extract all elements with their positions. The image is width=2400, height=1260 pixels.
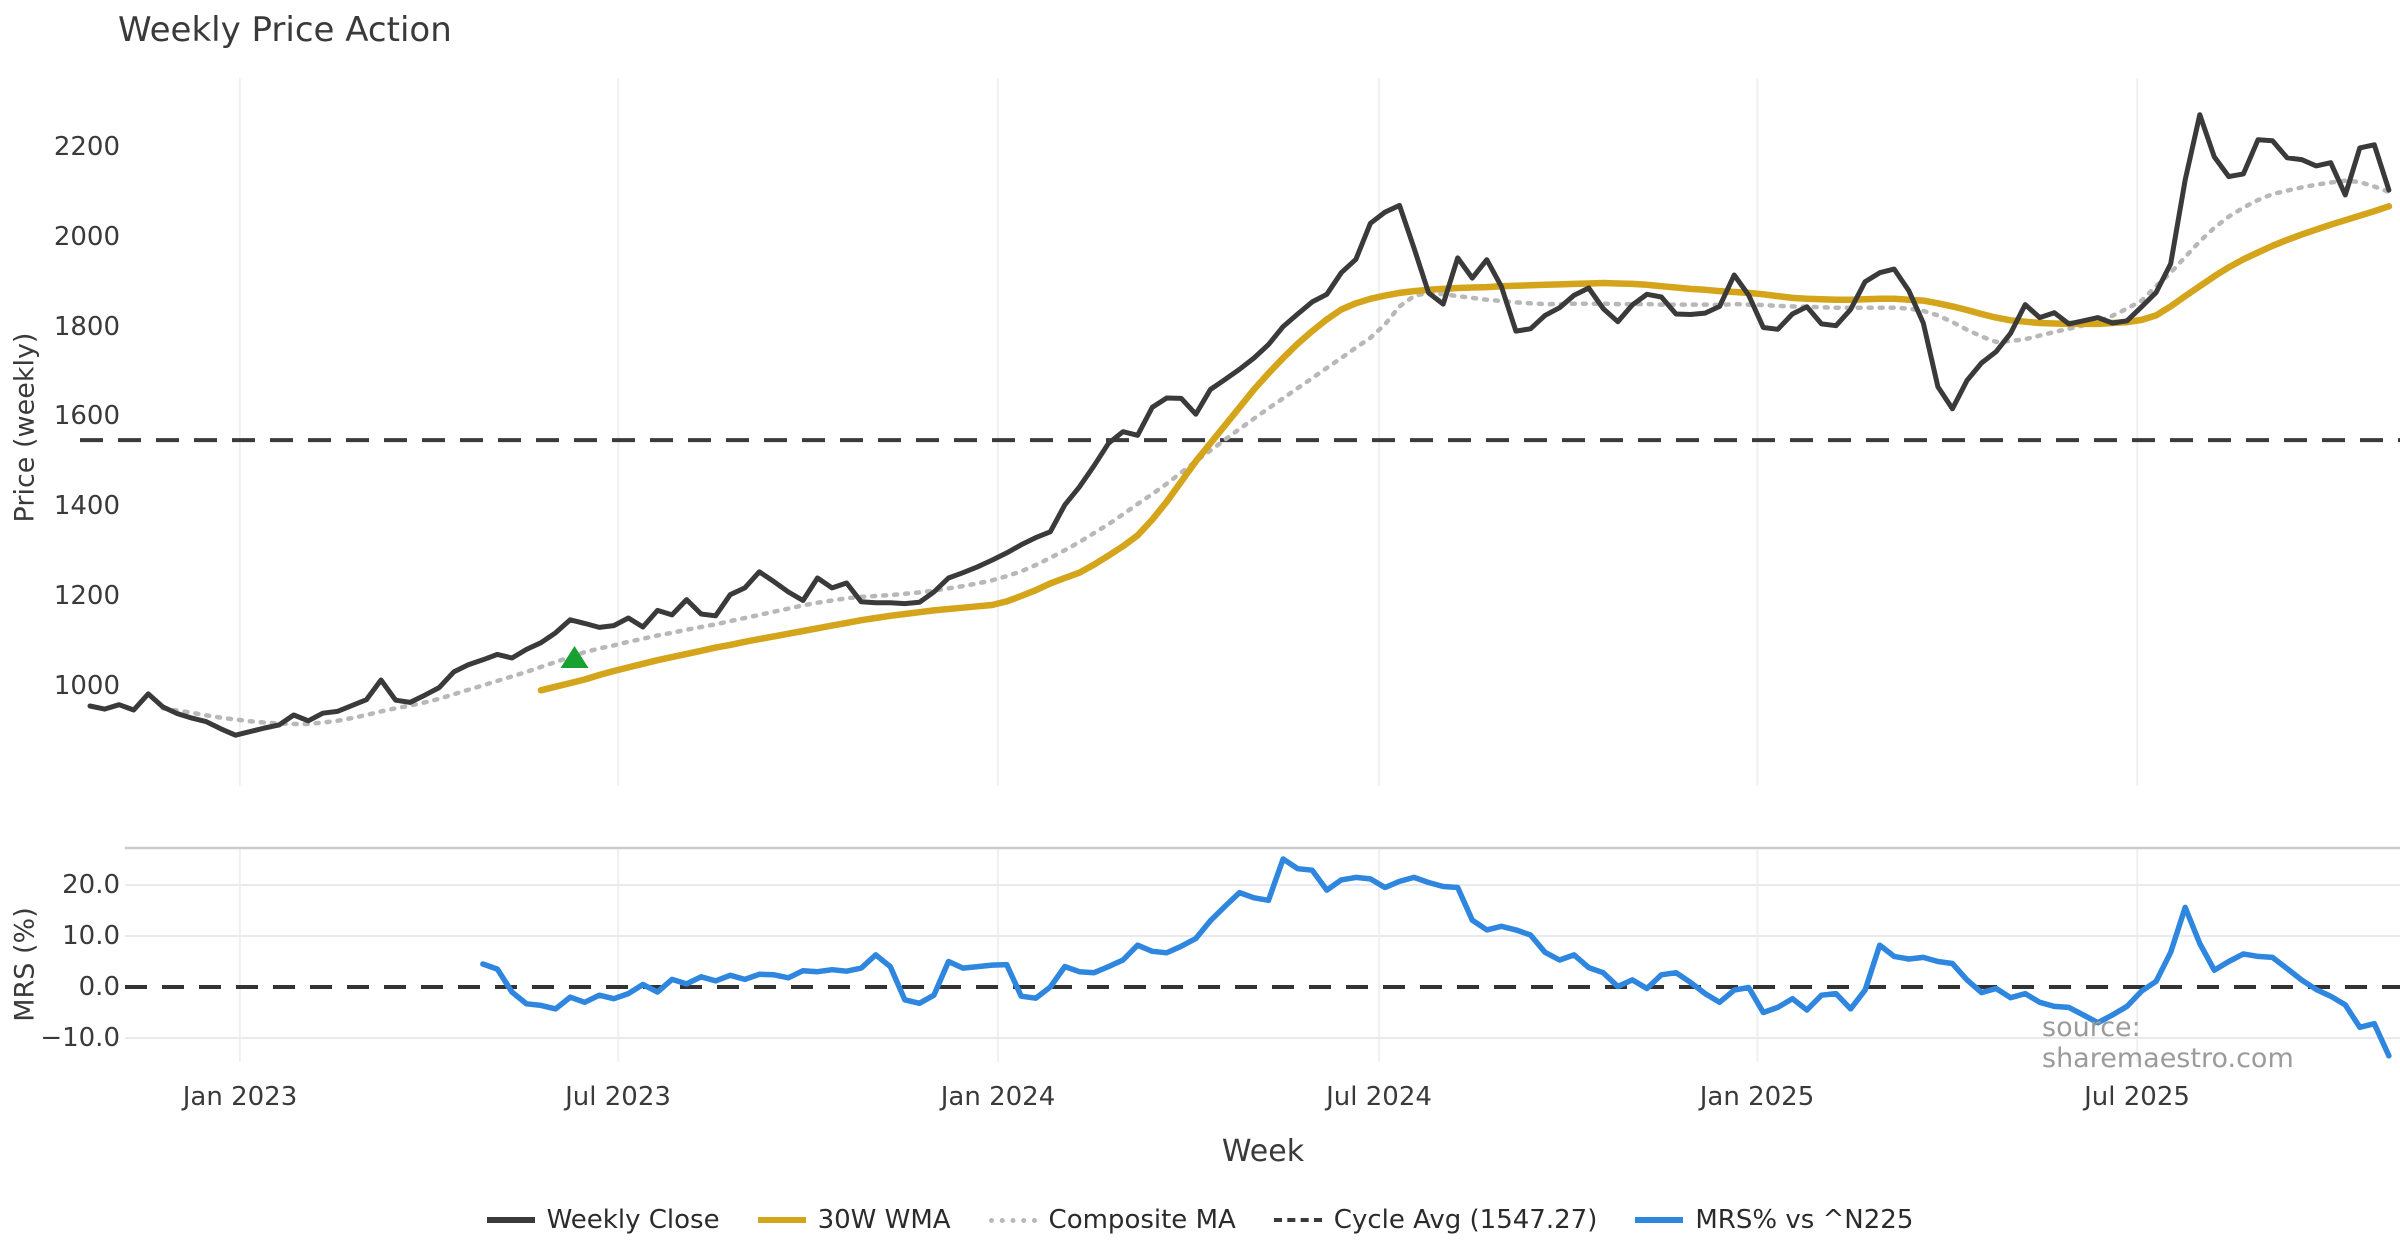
legend-item-weekly-close: Weekly Close — [486, 1205, 720, 1235]
mrs-line — [480, 856, 2392, 1059]
mrs-ytick-0: 0.0 — [78, 972, 120, 1002]
xtick-jul-2025: Jul 2025 — [2084, 1082, 2190, 1112]
mrs-axis-title: MRS (%) — [9, 907, 41, 1022]
xtick-jan-2024: Jan 2024 — [940, 1082, 1056, 1112]
weekly-close-line — [87, 112, 2392, 738]
price-ytick-1800: 1800 — [53, 312, 120, 342]
price-ytick-2000: 2000 — [53, 222, 120, 252]
composite-ma-line-icon — [988, 1217, 1037, 1223]
price-axis-title: Price (weekly) — [9, 332, 41, 523]
legend-label: Cycle Avg (1547.27) — [1333, 1205, 1598, 1235]
legend-label: MRS% vs ^N225 — [1695, 1205, 1914, 1235]
buy-signal-marker-icon — [560, 645, 589, 668]
xtick-jan-2023: Jan 2023 — [182, 1082, 298, 1112]
mrs-ytick-20: 20.0 — [62, 870, 120, 900]
legend-item-mrs: MRS% vs ^N225 — [1635, 1205, 1913, 1235]
legend-item-30w-wma: 30W WMA — [757, 1205, 951, 1235]
composite-ma-line — [160, 178, 2392, 727]
xtick-jul-2024: Jul 2024 — [1326, 1082, 1432, 1112]
mrs-ytick-10: 10.0 — [62, 921, 120, 951]
price-ytick-1600: 1600 — [53, 401, 120, 431]
legend-label: Weekly Close — [546, 1205, 720, 1235]
xtick-jul-2023: Jul 2023 — [565, 1082, 671, 1112]
legend-item-cycle-avg: Cycle Avg (1547.27) — [1273, 1205, 1598, 1235]
weekly-close-line-icon — [486, 1217, 535, 1223]
price-ytick-1000: 1000 — [53, 671, 120, 701]
xtick-jan-2025: Jan 2025 — [1699, 1082, 1815, 1112]
price-ytick-2200: 2200 — [53, 132, 120, 162]
x-axis-title: Week — [1221, 1134, 1305, 1169]
legend-label: 30W WMA — [817, 1205, 951, 1235]
price-ytick-1200: 1200 — [53, 581, 120, 611]
legend-label: Composite MA — [1048, 1205, 1236, 1235]
cycle-avg-line-icon — [1273, 1218, 1322, 1222]
chart-legend: Weekly Close 30W WMA Composite MA Cycle … — [0, 1205, 2400, 1235]
wma-30w-line — [537, 203, 2393, 694]
legend-item-composite-ma: Composite MA — [988, 1205, 1236, 1235]
mrs-line-icon — [1635, 1217, 1684, 1223]
source-attribution: source: sharemaestro.com — [2042, 1012, 2294, 1074]
page-title: Weekly Price Action — [118, 10, 452, 50]
wma-line-icon — [757, 1217, 806, 1223]
mrs-ytick-neg10: −10.0 — [40, 1023, 120, 1053]
price-ytick-1400: 1400 — [53, 491, 120, 521]
